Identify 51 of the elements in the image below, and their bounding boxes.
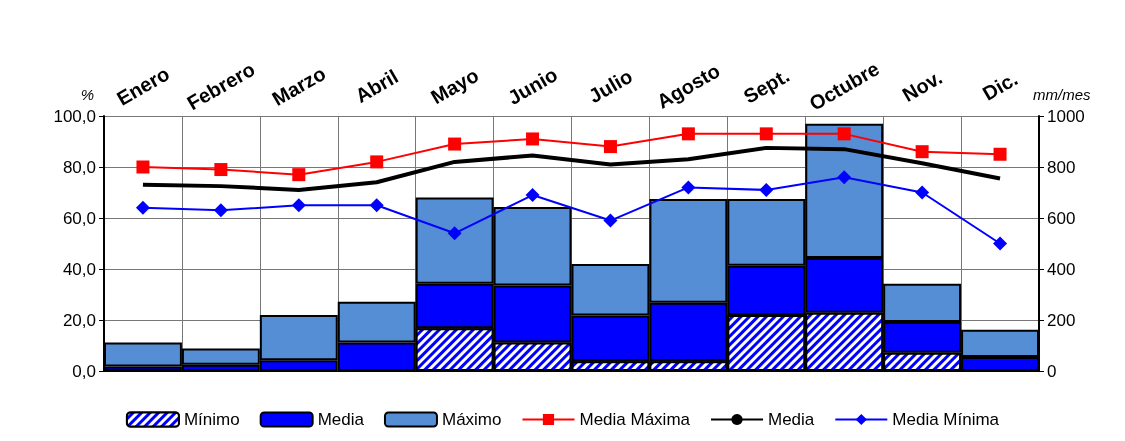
point bbox=[448, 137, 462, 151]
point bbox=[915, 145, 929, 159]
point bbox=[525, 188, 540, 203]
point bbox=[759, 182, 774, 197]
y2-tick-label: 600 bbox=[1047, 208, 1076, 228]
point bbox=[447, 226, 462, 241]
point bbox=[681, 180, 696, 195]
y2-tick-label: 200 bbox=[1047, 310, 1076, 330]
x-tick-label: Dic. bbox=[978, 67, 1022, 105]
x-tick-label: Nov. bbox=[898, 66, 946, 106]
point bbox=[214, 163, 228, 177]
point bbox=[213, 203, 228, 218]
legend-label: Media bbox=[317, 410, 365, 429]
x-tick-label: Julio bbox=[584, 64, 637, 108]
point bbox=[603, 140, 617, 154]
y-tick-label: 0,0 bbox=[72, 361, 96, 381]
point bbox=[993, 147, 1007, 161]
legend-label: Media Máxima bbox=[579, 410, 691, 429]
y-tick-label: 40,0 bbox=[62, 259, 96, 279]
point bbox=[603, 213, 618, 228]
legend-label: Máximo bbox=[441, 410, 502, 429]
y2-axis-title: mm/mes bbox=[1033, 86, 1091, 103]
legend-label: Mínimo bbox=[183, 410, 240, 429]
legend-label: Media bbox=[768, 410, 815, 429]
y2-tick-label: 1000 bbox=[1047, 106, 1085, 126]
point bbox=[291, 198, 306, 213]
point bbox=[370, 155, 384, 169]
point bbox=[759, 127, 773, 141]
point bbox=[915, 185, 930, 200]
y-tick-label: 60,0 bbox=[62, 208, 96, 228]
point bbox=[135, 200, 150, 215]
point bbox=[837, 170, 852, 185]
x-tick-label: Abril bbox=[351, 65, 402, 107]
point bbox=[993, 236, 1008, 251]
point bbox=[292, 168, 306, 182]
point bbox=[136, 160, 150, 174]
x-tick-label: Mayo bbox=[427, 63, 483, 109]
y2-tick-label: 800 bbox=[1047, 157, 1076, 177]
x-tick-label: Sept. bbox=[739, 64, 793, 108]
point bbox=[681, 127, 695, 141]
point bbox=[837, 127, 851, 141]
point bbox=[369, 198, 384, 213]
point bbox=[526, 132, 540, 146]
y-tick-label: 20,0 bbox=[62, 310, 96, 330]
legend-label: Media Mínima bbox=[892, 410, 1000, 429]
x-tick-label: Junio bbox=[503, 63, 562, 109]
y-axis-title: % bbox=[80, 86, 94, 103]
y2-tick-label: 0 bbox=[1047, 361, 1057, 381]
y2-tick-label: 400 bbox=[1047, 259, 1076, 279]
y-tick-label: 100,0 bbox=[53, 106, 96, 126]
y-tick-label: 80,0 bbox=[62, 157, 96, 177]
